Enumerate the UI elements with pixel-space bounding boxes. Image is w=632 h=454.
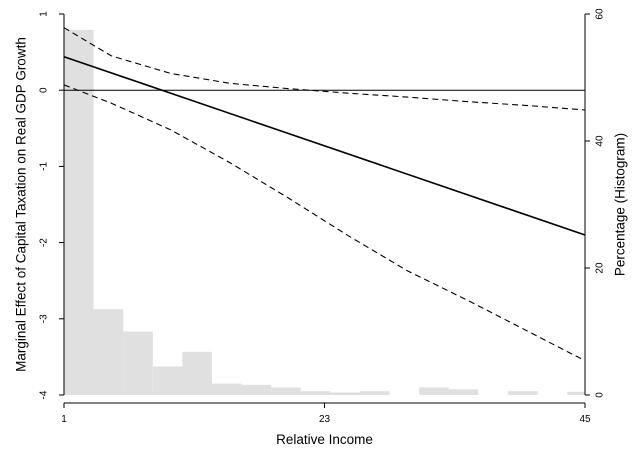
- y-tick-label: -4: [39, 390, 50, 399]
- histogram-bar: [123, 331, 153, 395]
- histogram-bar: [182, 351, 213, 395]
- y2-tick-label: 0: [595, 392, 606, 398]
- histogram-bar: [448, 389, 479, 395]
- histogram-bar: [300, 391, 331, 395]
- lower-ci-line: [63, 84, 586, 362]
- histogram-bar: [271, 387, 301, 395]
- histogram-bar: [419, 387, 449, 395]
- histogram-bar: [330, 392, 361, 395]
- y2-tick-label: 60: [595, 8, 606, 20]
- y-tick-label: 1: [39, 11, 50, 17]
- axes-layer: 1 0 -1 -2 -3 -4 0 20 40 60 1 23 45: [39, 8, 606, 425]
- upper-ci-line: [63, 27, 586, 111]
- histogram-bar: [64, 29, 94, 395]
- y-tick-label: -2: [39, 238, 50, 247]
- y2-axis-title: Percentage (Histogram): [613, 133, 628, 276]
- lines-layer: [63, 27, 586, 362]
- y2-tick-label: 40: [595, 135, 606, 147]
- y-axis-title: Marginal Effect of Capital Taxation on R…: [14, 37, 29, 372]
- histogram-bar: [508, 391, 538, 395]
- histogram-bar: [360, 391, 390, 395]
- histogram-bar: [93, 309, 124, 395]
- histogram-bar: [567, 391, 585, 395]
- histogram-bar: [152, 366, 183, 395]
- x-tick-label: 1: [61, 414, 67, 425]
- x-axis-title: Relative Income: [276, 432, 373, 447]
- marginal-effect-line: [63, 55, 586, 236]
- y-tick-label: -1: [39, 162, 50, 171]
- x-tick-label: 45: [579, 414, 591, 425]
- y-tick-label: -3: [39, 314, 50, 323]
- y2-tick-label: 20: [595, 262, 606, 274]
- histogram-layer: [64, 29, 585, 395]
- histogram-bar: [212, 383, 242, 395]
- y-tick-label: 0: [39, 87, 50, 93]
- histogram-bar: [241, 384, 272, 395]
- x-tick-label: 23: [319, 414, 331, 425]
